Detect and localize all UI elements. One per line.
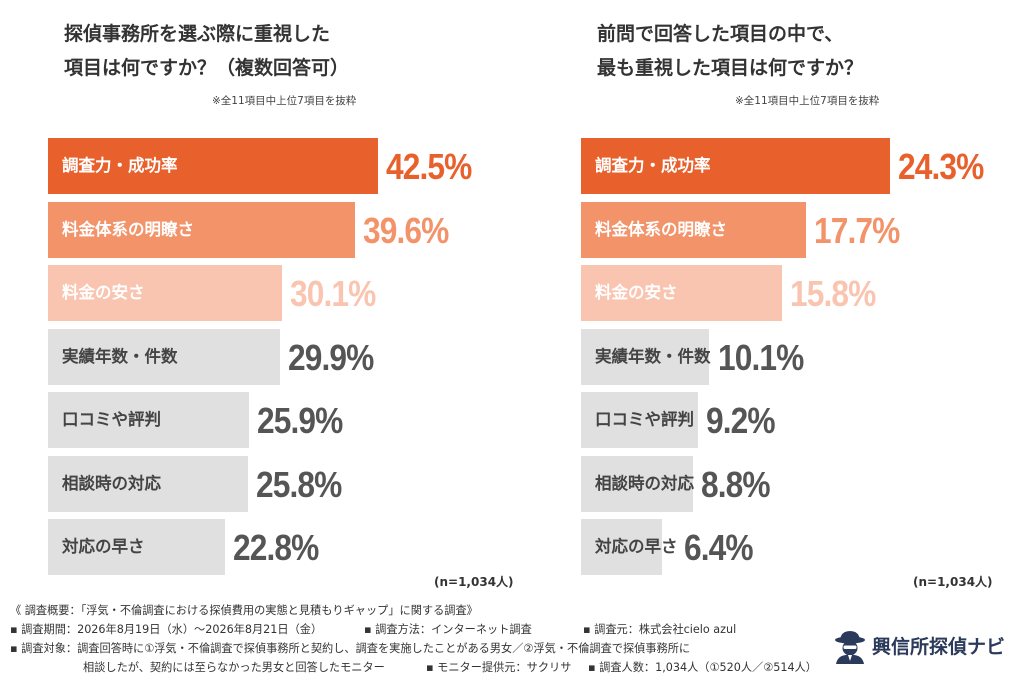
left-bar-7 — [48, 519, 225, 575]
left-bar-label-4: 実績年数・件数 — [62, 347, 178, 366]
right-bar-7 — [581, 519, 662, 575]
right-bar-value-5: 9.2% — [706, 400, 776, 441]
detective-icon — [835, 631, 865, 664]
left-bar-value-3: 30.1% — [290, 273, 376, 314]
right-bar-5 — [581, 392, 698, 448]
left-bar-label-3: 料金の安さ — [62, 283, 145, 302]
left-chart-note: ※全11項目中上位7項目を抜粋 — [212, 95, 357, 107]
survey-target-1: ▪ 調査対象：調査回答時に①浮気・不倫調査で探偵事務所と契約し、調査を実施したこ… — [10, 642, 691, 655]
right-bar-label-2: 料金体系の明瞭さ — [595, 220, 727, 239]
left-bar-value-1: 42.5% — [386, 146, 472, 187]
left-bar-label-1: 調査力・成功率 — [62, 156, 178, 175]
left-bar-value-6: 25.8% — [256, 464, 342, 505]
left-bar-6 — [48, 456, 248, 512]
survey-count: ▪ 調査人数：1,034人（①520人／②514人） — [588, 661, 817, 674]
right-bar-label-3: 料金の安さ — [595, 283, 678, 302]
right-bar-value-7: 6.4% — [684, 527, 754, 568]
right-bar-value-6: 8.8% — [701, 464, 771, 505]
left-bar-3 — [48, 265, 282, 321]
left-bar-label-2: 料金体系の明瞭さ — [62, 220, 194, 239]
right-bar-6 — [581, 456, 693, 512]
left-bar-2 — [48, 202, 355, 258]
survey-period: ▪ 調査期間：2026年8月19日（水）〜2026年8月21日（金） — [10, 623, 323, 636]
left-bar-value-5: 25.9% — [257, 400, 343, 441]
left-bar-value-2: 39.6% — [363, 210, 449, 251]
right-chart-note: ※全11項目中上位7項目を抜粋 — [735, 95, 880, 107]
right-bar-value-2: 17.7% — [814, 210, 900, 251]
right-bar-label-6: 相談時の対応 — [595, 474, 694, 493]
left-sample-note: (n=1,034人) — [434, 575, 514, 589]
left-chart-title: 探偵事務所を選ぶ際に重視した 項目は何ですか？（複数回答可） — [64, 17, 349, 85]
right-sample-note: (n=1,034人) — [913, 575, 993, 589]
right-bar-value-4: 10.1% — [718, 337, 804, 378]
right-bar-2 — [581, 202, 806, 258]
left-bar-label-5: 口コミや評判 — [62, 410, 161, 429]
survey-monitor: ▪ モニター提供元：サクリサ — [426, 661, 572, 674]
right-bar-label-4: 実績年数・件数 — [595, 347, 711, 366]
right-title-line-1: 前問で回答した項目の中で、 — [597, 23, 844, 45]
left-bar-label-6: 相談時の対応 — [62, 474, 161, 493]
right-bar-label-7: 対応の早さ — [595, 537, 678, 556]
right-bar-1 — [581, 138, 890, 194]
left-bar-4 — [48, 329, 280, 385]
right-bar-label-1: 調査力・成功率 — [595, 156, 711, 175]
brand-logo: 興信所探偵ナビ — [832, 628, 1006, 664]
left-title-line-2: 項目は何ですか？（複数回答可） — [64, 57, 350, 79]
right-bar-label-5: 口コミや評判 — [595, 410, 694, 429]
right-bar-value-3: 15.8% — [790, 273, 876, 314]
survey-method: ▪ 調査方法：インターネット調査 — [364, 623, 532, 636]
left-bar-5 — [48, 392, 249, 448]
left-title-line-1: 探偵事務所を選ぶ際に重視した — [64, 23, 331, 45]
survey-source: ▪ 調査元：株式会社cielo azul — [583, 623, 737, 636]
left-bar-label-7: 対応の早さ — [62, 537, 145, 556]
left-bar-value-7: 22.8% — [233, 527, 319, 568]
left-bar-1 — [48, 138, 378, 194]
right-title-line-2: 最も重視した項目は何ですか？ — [597, 57, 864, 79]
left-bar-value-4: 29.9% — [288, 337, 374, 378]
survey-target-2: 相談したが、契約には至らなかった男女と回答したモニター — [83, 661, 385, 674]
right-bar-4 — [581, 329, 709, 385]
right-bar-3 — [581, 265, 782, 321]
right-chart-title: 前問で回答した項目の中で、 最も重視した項目は何ですか？ — [597, 17, 863, 85]
right-bar-value-1: 24.3% — [898, 146, 984, 187]
survey-title: 《 調査概要：「浮気・不倫調査における探偵費用の実態と見積もりギャップ」に関する… — [10, 604, 478, 617]
brand-logo-text: 興信所探偵ナビ — [872, 636, 1006, 658]
